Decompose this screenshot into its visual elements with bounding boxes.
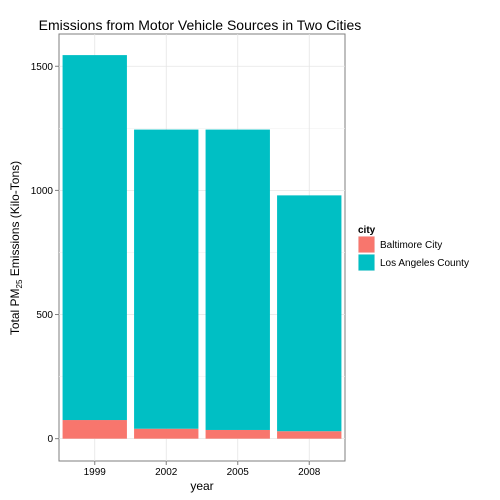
bar-los-angeles-county-2008 [277,195,342,432]
bar-baltimore-city-2002 [134,428,199,439]
bars [62,55,342,439]
y-tick-label: 500 [36,310,53,321]
x-axis-title: year [190,479,213,493]
x-tick-label: 1999 [84,467,107,478]
x-axis-ticks: 1999 2002 2005 2008 [84,461,321,478]
legend-label: Baltimore City [380,240,442,251]
bar-los-angeles-county-2002 [134,129,199,429]
bar-baltimore-city-2008 [277,431,342,439]
legend-swatch [358,254,375,271]
bar-los-angeles-county-1999 [62,55,127,421]
x-tick-label: 2002 [155,467,178,478]
legend-title: city [358,225,376,236]
bar-baltimore-city-1999 [62,420,127,439]
y-tick-label: 1000 [31,186,54,197]
x-tick-label: 2008 [298,467,321,478]
y-axis-title-subscript: 25 [15,279,24,288]
bar-baltimore-city-2005 [205,429,270,439]
y-axis-title-suffix: Emissions (Kilo-Tons) [8,161,22,280]
x-tick-label: 2005 [227,467,250,478]
chart-title: Emissions from Motor Vehicle Sources in … [39,17,362,33]
y-axis-ticks: 0 500 1000 1500 [31,62,59,445]
legend-swatch [358,236,375,253]
y-tick-label: 1500 [31,62,54,73]
y-axis-title: Total PM25 Emissions (Kilo-Tons) [8,161,24,335]
bar-los-angeles-county-2005 [205,129,270,430]
y-tick-label: 0 [47,434,53,445]
y-axis-title-prefix: Total PM [8,288,22,335]
legend: city Baltimore City Los Angeles County [358,225,469,271]
legend-label: Los Angeles County [380,258,469,269]
